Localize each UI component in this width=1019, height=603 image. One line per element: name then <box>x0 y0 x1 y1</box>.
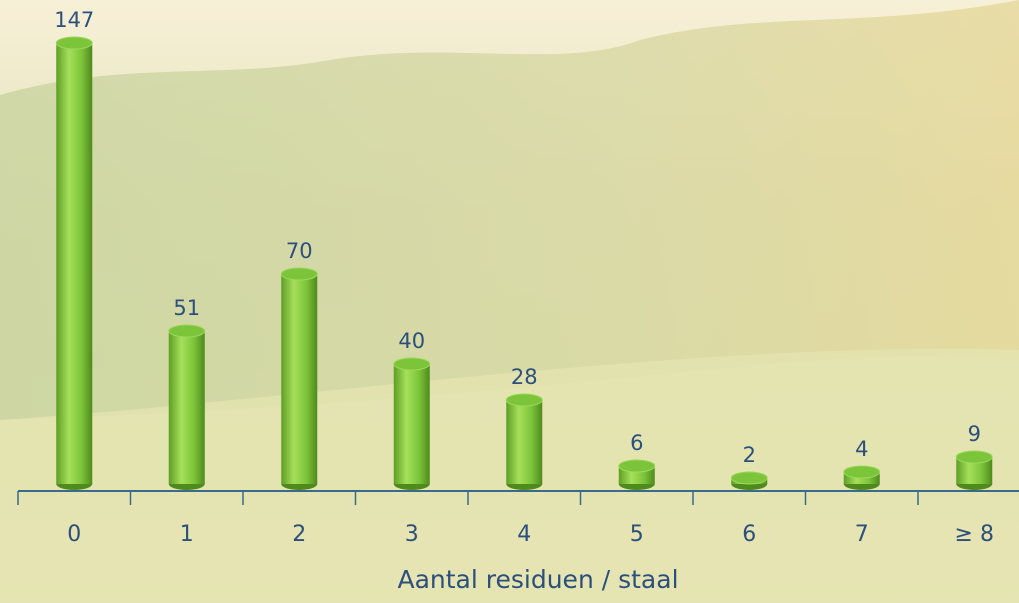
x-tick-label: 7 <box>855 522 869 547</box>
bar-cap <box>955 450 993 464</box>
bar-cap <box>730 471 768 485</box>
x-axis-title: Aantal residuen / staal <box>397 565 678 594</box>
bar-cap <box>393 357 431 371</box>
value-label: 4 <box>855 437 868 461</box>
value-label: 70 <box>286 239 313 263</box>
bar <box>56 43 93 484</box>
bar <box>281 274 318 484</box>
value-label: 9 <box>968 422 981 446</box>
bar <box>168 331 205 484</box>
bar-cap <box>280 267 318 281</box>
x-tick-label: 0 <box>67 522 81 547</box>
bar-cap <box>55 36 93 50</box>
x-tick-label: 3 <box>405 522 419 547</box>
value-label: 51 <box>173 296 200 320</box>
background-hills <box>0 0 1019 420</box>
bar-cap <box>168 324 206 338</box>
bar-cap <box>505 393 543 407</box>
value-label: 147 <box>54 8 94 32</box>
x-tick-label: 6 <box>742 522 756 547</box>
x-tick-label: ≥ 8 <box>955 522 994 547</box>
x-tick-label: 1 <box>180 522 194 547</box>
value-label: 40 <box>398 329 425 353</box>
bar <box>506 400 543 484</box>
value-label: 6 <box>630 431 643 455</box>
x-tick-label: 5 <box>630 522 644 547</box>
bar <box>393 364 430 484</box>
x-tick-label: 2 <box>292 522 306 547</box>
bar-cap <box>843 465 881 479</box>
value-label: 28 <box>511 365 538 389</box>
x-tick-label: 4 <box>517 522 531 547</box>
bar-cap <box>618 459 656 473</box>
value-label: 2 <box>743 443 756 467</box>
